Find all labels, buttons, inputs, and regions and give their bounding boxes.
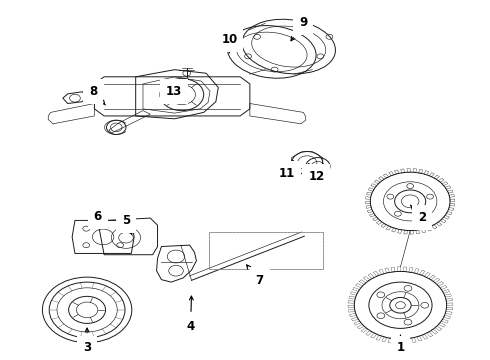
Text: 2: 2 — [411, 205, 426, 224]
Text: 3: 3 — [83, 328, 91, 355]
Text: 10: 10 — [221, 33, 238, 53]
Text: 1: 1 — [396, 336, 405, 355]
Text: 9: 9 — [291, 16, 307, 41]
Text: 11: 11 — [279, 161, 295, 180]
Text: 7: 7 — [246, 265, 264, 287]
Text: 5: 5 — [122, 215, 132, 234]
Text: 6: 6 — [94, 210, 108, 228]
Text: 4: 4 — [187, 296, 195, 333]
Text: 13: 13 — [166, 85, 182, 99]
Text: 12: 12 — [308, 164, 324, 183]
Text: 8: 8 — [89, 85, 105, 105]
